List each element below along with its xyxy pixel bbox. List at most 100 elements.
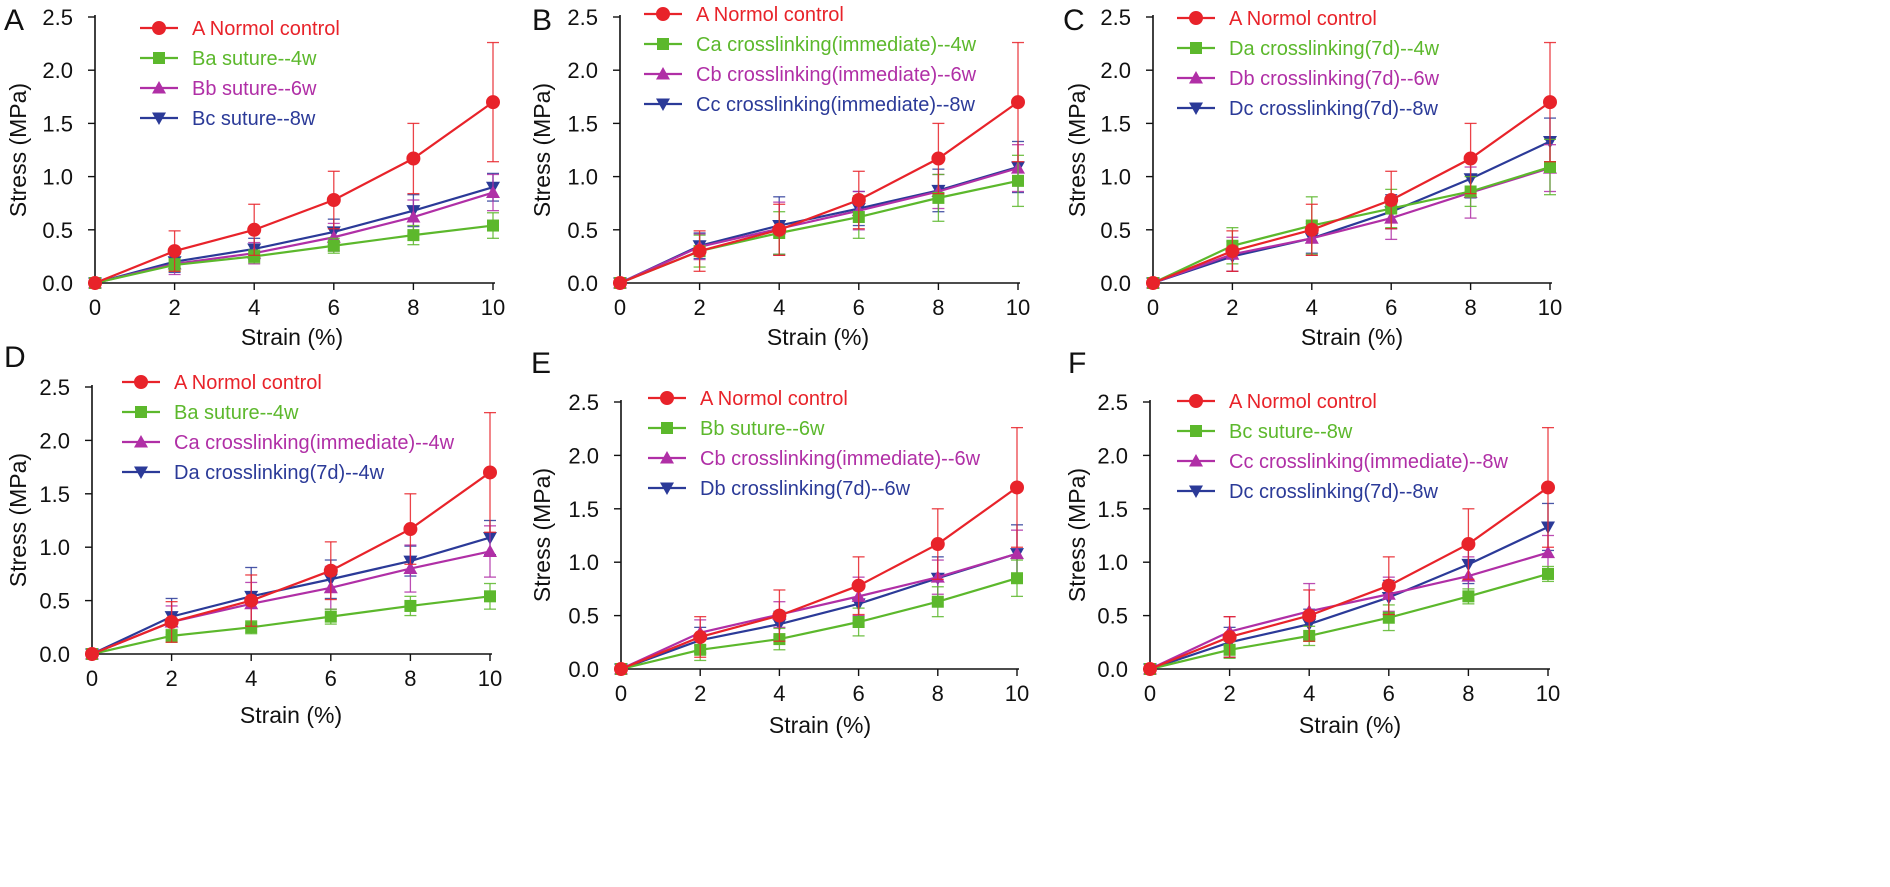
x-tick-label: 0 xyxy=(86,666,98,691)
legend-marker xyxy=(656,98,670,111)
y-tick-label: 2.5 xyxy=(568,390,599,415)
series-line xyxy=(1152,101,1551,285)
x-tick-label: 10 xyxy=(1006,295,1030,320)
x-tick-label: 2 xyxy=(1223,681,1235,706)
x-tick-label: 6 xyxy=(1385,295,1397,320)
x-axis-title: Strain (%) xyxy=(240,702,342,728)
y-tick-label: 0.5 xyxy=(1100,218,1131,243)
legend-item: Ca crosslinking(immediate)--4w xyxy=(644,34,977,56)
y-tick-label: 1.0 xyxy=(42,165,73,190)
legend-item: Ba suture--4w xyxy=(122,402,299,424)
legend-marker xyxy=(660,482,674,495)
y-tick-label: 0.5 xyxy=(42,218,73,243)
legend: A Normol control Ba suture--4w Ca crosslin… xyxy=(122,372,455,484)
legend-marker xyxy=(134,466,148,479)
data-point xyxy=(1541,480,1555,495)
x-tick-label: 4 xyxy=(248,295,260,320)
x-axis-title: Strain (%) xyxy=(241,324,343,350)
legend-marker xyxy=(1189,11,1203,25)
x-tick-label: 2 xyxy=(693,295,705,320)
legend-label: Da crosslinking(7d)--4w xyxy=(1229,38,1440,60)
y-tick-label: 2.5 xyxy=(39,375,70,400)
y-tick-label: 1.5 xyxy=(568,497,599,522)
legend-item: Dc crosslinking(7d)--8w xyxy=(1177,98,1438,120)
y-tick-label: 0.5 xyxy=(567,218,598,243)
y-axis-title: Stress (MPa) xyxy=(1064,468,1090,602)
data-point xyxy=(406,210,421,223)
legend-label: Bb suture--6w xyxy=(700,418,825,440)
series-line xyxy=(619,101,1019,285)
legend-item: Bc suture--8w xyxy=(1177,421,1353,443)
legend-marker xyxy=(1189,394,1203,408)
series-line xyxy=(620,577,1018,671)
y-tick-label: 1.0 xyxy=(39,535,70,560)
x-tick-label: 4 xyxy=(773,681,785,706)
legend-marker xyxy=(657,38,669,50)
x-tick-label: 10 xyxy=(1536,681,1560,706)
legend-marker xyxy=(1190,42,1202,54)
legend-item: Da crosslinking(7d)--4w xyxy=(122,462,385,484)
legend-item: A Normol control xyxy=(1177,391,1377,413)
data-point xyxy=(1544,161,1556,174)
y-tick-label: 1.5 xyxy=(1100,111,1131,136)
x-tick-label: 6 xyxy=(328,295,340,320)
x-tick-label: 8 xyxy=(932,681,944,706)
data-point xyxy=(164,614,179,629)
data-point xyxy=(1146,276,1160,290)
y-tick-label: 2.0 xyxy=(1097,443,1128,468)
x-tick-label: 4 xyxy=(773,295,785,320)
legend-marker xyxy=(152,21,166,35)
x-axis-title: Strain (%) xyxy=(769,712,871,738)
y-tick-label: 2.5 xyxy=(42,5,73,30)
legend-item: Cb crosslinking(immediate)--6w xyxy=(648,448,981,470)
series-line xyxy=(619,179,1019,285)
panel-d-letter: D xyxy=(4,341,26,374)
data-point xyxy=(1302,608,1317,623)
data-point xyxy=(326,230,341,243)
data-point xyxy=(483,544,497,557)
y-tick-label: 0.0 xyxy=(1100,271,1131,296)
x-tick-label: 0 xyxy=(615,681,627,706)
x-tick-label: 10 xyxy=(481,295,505,320)
series-4 xyxy=(85,519,497,661)
y-tick-label: 2.0 xyxy=(567,58,598,83)
series-line xyxy=(620,552,1018,670)
legend-label: Dc crosslinking(7d)--8w xyxy=(1229,481,1438,503)
data-point xyxy=(1012,174,1024,187)
series-line xyxy=(1149,551,1549,670)
series-1 xyxy=(613,41,1025,290)
legend-label: Bc suture--8w xyxy=(192,108,316,130)
legend-item: A Normol control xyxy=(1177,8,1377,30)
legend-item: Ca crosslinking(immediate)--4w xyxy=(122,432,455,454)
panel-e-letter: E xyxy=(531,347,551,380)
series-1 xyxy=(614,426,1024,676)
data-point xyxy=(406,151,421,166)
data-point xyxy=(851,193,866,208)
legend-item: Cc crosslinking(immediate)--8w xyxy=(1177,451,1509,473)
legend-label: Bc suture--8w xyxy=(1229,421,1353,443)
series-line xyxy=(1152,140,1551,285)
legend-marker xyxy=(1189,102,1203,115)
legend: A Normol control Bb suture--6w Cb crosslin… xyxy=(648,388,981,500)
data-point xyxy=(851,578,866,593)
x-tick-label: 4 xyxy=(245,666,257,691)
x-tick-label: 0 xyxy=(1144,681,1156,706)
panel-c-letter: C xyxy=(1063,4,1085,37)
series-1 xyxy=(88,41,500,290)
series-line xyxy=(1149,525,1549,671)
legend-marker xyxy=(134,435,148,448)
y-tick-label: 2.5 xyxy=(1100,5,1131,30)
data-point xyxy=(1384,193,1399,208)
data-point xyxy=(1222,629,1237,644)
series-line xyxy=(1152,165,1551,284)
legend: A Normol control Ca crosslinking(immediat… xyxy=(644,4,977,116)
x-tick-label: 10 xyxy=(1538,295,1562,320)
x-tick-label: 0 xyxy=(614,295,626,320)
y-tick-label: 2.0 xyxy=(568,443,599,468)
legend-item: A Normol control xyxy=(140,18,340,40)
series-3 xyxy=(1143,534,1555,675)
series-line xyxy=(94,101,494,285)
data-point xyxy=(324,610,337,623)
data-point xyxy=(693,629,708,644)
